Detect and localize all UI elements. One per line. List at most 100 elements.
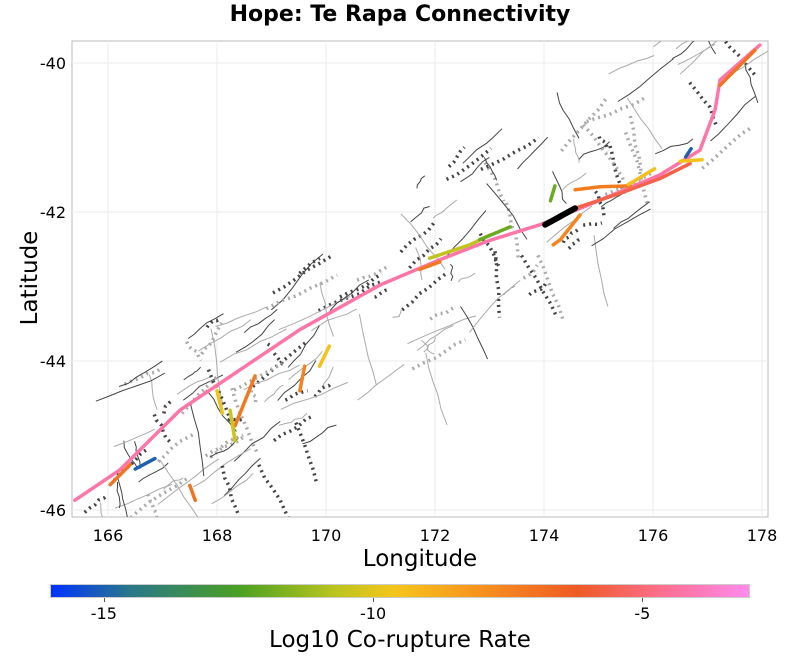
y-tick-label: -40 <box>40 54 66 73</box>
fault-trace <box>407 315 477 345</box>
fault-trace <box>608 55 655 75</box>
fault-trace <box>162 398 175 414</box>
corupture-section <box>683 146 693 159</box>
fault-trace <box>410 206 430 223</box>
y-tick-label: -42 <box>40 203 66 222</box>
fault-trace <box>462 128 503 164</box>
corupture-section <box>573 184 632 192</box>
fault-trace <box>416 325 454 352</box>
fault-trace <box>357 363 405 401</box>
fault-trace <box>447 146 466 168</box>
fault-trace <box>358 314 377 386</box>
corupture-section <box>73 43 762 503</box>
fault-trace <box>95 372 166 402</box>
fault-trace <box>339 272 383 299</box>
corupture-section <box>626 167 657 187</box>
fault-trace <box>206 369 236 428</box>
fault-trace <box>613 201 650 229</box>
background-faults <box>83 3 768 517</box>
fault-trace <box>586 96 645 124</box>
fault-trace <box>478 232 501 267</box>
fault-trace <box>421 339 435 355</box>
colorbar-tick-mark <box>373 598 375 602</box>
fault-trace <box>287 325 320 368</box>
fault-trace <box>460 156 490 183</box>
fault-trace <box>209 438 238 458</box>
x-tick-label: 174 <box>529 526 560 545</box>
fault-trace <box>280 381 349 410</box>
fault-trace <box>215 306 266 327</box>
fault-trace <box>653 41 662 48</box>
fault-trace <box>480 136 540 171</box>
x-tick-label: 166 <box>93 526 124 545</box>
fault-trace <box>270 253 324 311</box>
plot-frame <box>71 40 769 518</box>
fault-trace <box>157 432 196 463</box>
fault-trace <box>408 237 443 270</box>
fault-trace <box>294 422 319 483</box>
fault-trace <box>710 96 756 142</box>
y-axis-label: Latitude <box>17 230 43 326</box>
x-tick-label: 170 <box>311 526 342 545</box>
fault-trace <box>319 282 334 337</box>
fault-trace <box>573 138 580 163</box>
fault-trace <box>302 424 337 445</box>
fault-trace <box>522 264 539 280</box>
fault-trace <box>401 271 449 312</box>
fault-trace <box>209 435 245 459</box>
fault-trace <box>313 382 333 398</box>
fault-trace <box>416 175 426 189</box>
fault-trace <box>546 205 593 243</box>
fault-trace <box>277 360 317 401</box>
corupture-section <box>228 408 237 443</box>
fault-trace <box>415 247 423 281</box>
colorbar-tick-label: -5 <box>634 604 651 623</box>
fault-trace <box>556 92 580 139</box>
fault-trace <box>744 60 759 104</box>
corupture-section <box>678 158 704 164</box>
fault-trace <box>157 458 219 505</box>
fault-trace <box>190 404 205 477</box>
corupture-section <box>108 462 133 487</box>
fault-trace <box>628 115 646 185</box>
fault-trace <box>493 251 502 318</box>
fault-trace <box>743 6 746 21</box>
colorbar-tick-mark <box>642 598 644 602</box>
fault-trace <box>243 309 278 333</box>
fault-trace <box>483 161 506 203</box>
fault-trace <box>617 58 674 102</box>
fault-trace <box>311 308 357 332</box>
fault-trace <box>159 459 199 517</box>
colorbar-tick-label: -15 <box>90 604 117 623</box>
fault-trace <box>138 462 169 483</box>
chart-title: Hope: Te Rapa Connectivity <box>229 2 571 27</box>
y-tick-label: -44 <box>40 352 66 371</box>
fault-trace <box>321 366 334 388</box>
fault-trace <box>176 375 213 395</box>
fault-trace <box>235 319 275 353</box>
fault-trace <box>432 199 458 219</box>
fault-trace <box>623 131 649 204</box>
x-tick-label: 168 <box>202 526 233 545</box>
fault-trace <box>567 237 582 250</box>
fault-trace <box>450 263 454 281</box>
fault-trace <box>183 374 224 401</box>
fault-trace <box>600 193 623 208</box>
fault-trace <box>552 171 567 205</box>
fault-trace <box>517 136 549 170</box>
corupture-section <box>417 260 442 272</box>
x-tick-label: 178 <box>747 526 778 545</box>
fault-trace <box>591 208 651 247</box>
fault-trace <box>117 478 128 517</box>
fault-trace <box>458 272 476 283</box>
fault-trace <box>204 433 244 458</box>
colorbar-tick-mark <box>103 598 105 602</box>
fault-trace <box>655 138 694 155</box>
fault-trace <box>675 41 689 50</box>
y-tick-label: -46 <box>40 501 66 520</box>
fault-trace <box>205 318 219 329</box>
corupture-section <box>317 344 332 368</box>
fault-trace <box>666 3 726 31</box>
fault-trace <box>317 279 384 313</box>
